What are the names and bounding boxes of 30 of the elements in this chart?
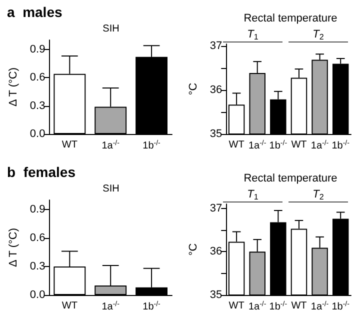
y-tick-label: 0.0 xyxy=(30,128,46,140)
x-tick-label: WT xyxy=(291,140,307,150)
y-axis-title: °C xyxy=(188,82,200,96)
y-tick-label: 0.3 xyxy=(30,100,46,112)
y-axis-title: °C xyxy=(188,243,200,256)
y-tick-label: 0.9 xyxy=(30,204,46,216)
y-tick-label: 0.9 xyxy=(30,43,46,56)
y-tick-label: 37 xyxy=(210,202,222,214)
x-tick-label: WT xyxy=(291,300,307,312)
chart-subtitle: SIH xyxy=(102,24,120,34)
y-axis-title: Δ T (°C) xyxy=(8,228,20,268)
y-tick-label: 0.6 xyxy=(30,72,46,84)
x-tick-label: WT xyxy=(62,140,78,150)
chart-title: b females xyxy=(7,164,76,180)
y-tick-label: 35 xyxy=(210,128,222,140)
chart-title: Rectal temperature xyxy=(244,12,338,24)
y-tick-label: 0.0 xyxy=(30,289,46,301)
y-axis-title: Δ T (°C) xyxy=(8,67,20,107)
x-tick-label: WT xyxy=(228,140,244,150)
y-tick-label: 37 xyxy=(210,40,222,52)
x-tick-label: WT xyxy=(228,300,244,312)
chart-title: a males xyxy=(7,4,62,20)
x-tick-label: WT xyxy=(62,300,78,312)
chart-title: Rectal temperature xyxy=(244,172,338,184)
y-tick-label: 36 xyxy=(210,84,222,96)
chart-subtitle: SIH xyxy=(102,184,120,194)
y-tick-label: 36 xyxy=(210,246,222,258)
y-tick-label: 0.6 xyxy=(30,232,46,244)
y-tick-label: 35 xyxy=(210,289,222,301)
y-tick-label: 0.3 xyxy=(30,260,46,272)
